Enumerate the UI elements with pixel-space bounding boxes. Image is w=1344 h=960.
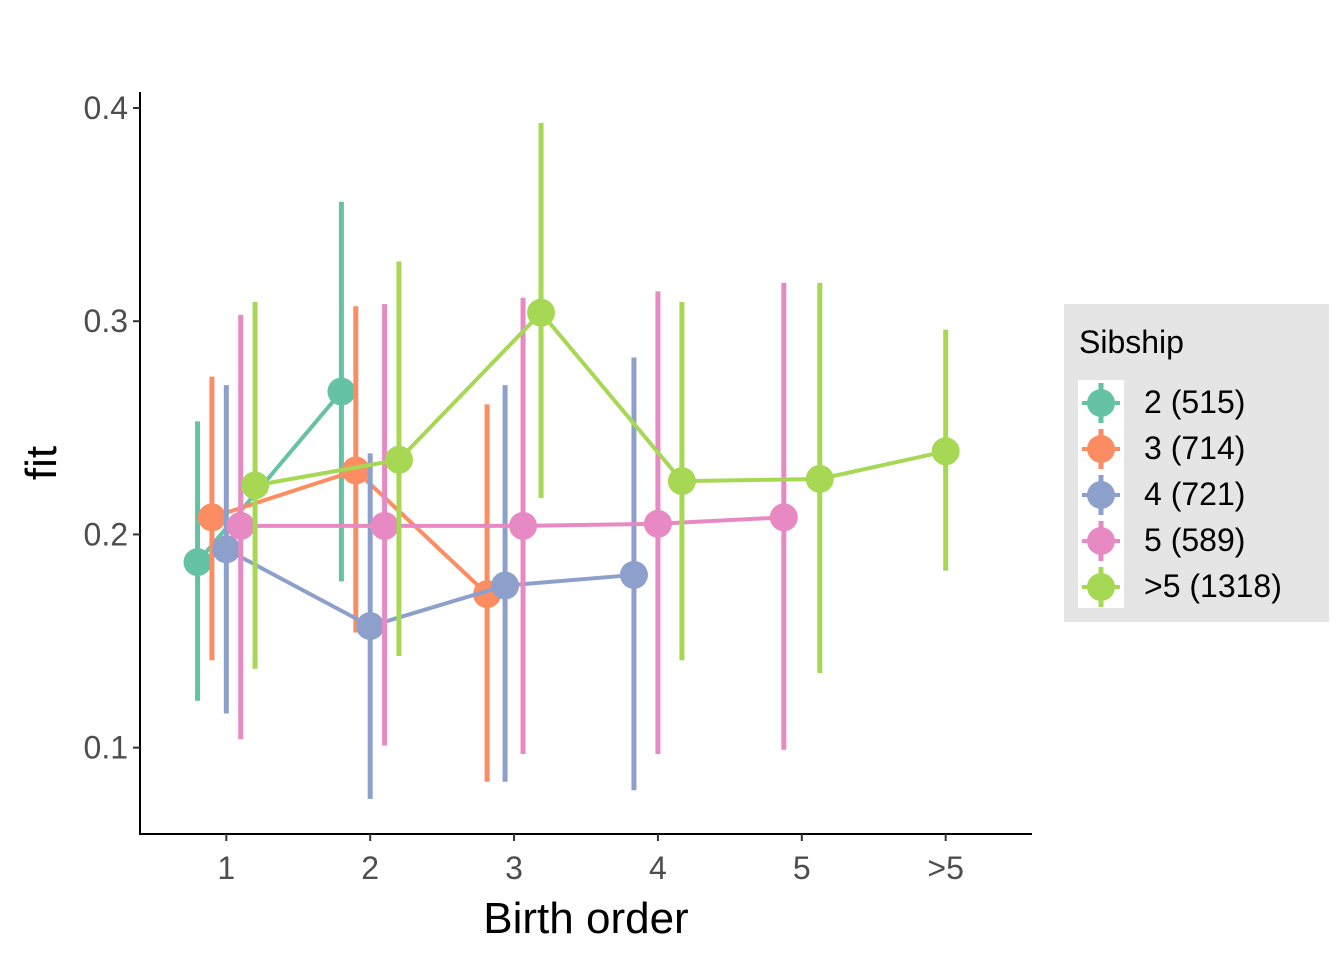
legend-key-icon — [1082, 475, 1120, 515]
data-point — [619, 560, 648, 589]
series-line — [196, 390, 343, 564]
x-tick-label: 2 — [361, 850, 379, 886]
legend-label: 2 (515) — [1144, 384, 1246, 420]
y-axis-ticks: 0.1 0.2 0.3 0.4 — [84, 90, 140, 766]
data-point — [197, 503, 226, 532]
legend-key-icon — [1082, 383, 1120, 423]
x-tick-label: >5 — [927, 850, 963, 886]
legend-label: 5 (589) — [1144, 522, 1246, 558]
legend-key-icon — [1082, 429, 1120, 469]
data-point — [183, 548, 212, 577]
legend-item: 3 (714) — [1078, 426, 1323, 472]
data-point — [805, 464, 834, 493]
data-point — [509, 511, 538, 540]
data-point — [931, 437, 960, 466]
legend-item: 2 (515) — [1078, 380, 1323, 426]
x-tick-label: 3 — [505, 850, 523, 886]
data-point — [341, 456, 370, 485]
data-point — [226, 511, 255, 540]
y-tick-label: 0.1 — [84, 730, 128, 766]
series-2 — [212, 357, 648, 799]
series-0 — [183, 201, 356, 701]
legend-title: Sibship — [1079, 324, 1184, 360]
y-tick-label: 0.4 — [84, 90, 128, 126]
series-1 — [197, 306, 502, 782]
x-tick-label: 4 — [649, 850, 667, 886]
y-axis-title: fit — [17, 446, 66, 480]
y-tick-label: 0.2 — [84, 516, 128, 552]
legend-label: 4 (721) — [1144, 476, 1246, 512]
series-3 — [226, 282, 798, 755]
series-4 — [241, 122, 960, 674]
data-point — [643, 509, 672, 538]
x-axis-title: Birth order — [483, 894, 688, 943]
data-point — [356, 612, 385, 641]
data-point — [527, 298, 556, 327]
legend-label: >5 (1318) — [1144, 568, 1282, 604]
data-point — [241, 471, 270, 500]
data-point — [212, 535, 241, 564]
legend-label: 3 (714) — [1144, 430, 1246, 466]
legend-item: 4 (721) — [1078, 472, 1323, 518]
data-point — [491, 571, 520, 600]
legend-item: 5 (589) — [1078, 518, 1323, 564]
data-point — [769, 503, 798, 532]
legend-key-icon — [1082, 521, 1120, 561]
chart-marks — [183, 122, 960, 799]
legend-key-icon — [1082, 567, 1120, 607]
data-point — [667, 467, 696, 496]
x-tick-label: 5 — [793, 850, 811, 886]
data-point — [327, 377, 356, 406]
legend-item: >5 (1318) — [1078, 564, 1323, 610]
series-line — [254, 309, 947, 488]
data-point — [370, 511, 399, 540]
data-point — [384, 445, 413, 474]
series-line — [225, 547, 635, 629]
x-tick-label: 1 — [217, 850, 235, 886]
x-axis-ticks: 1 2 3 4 5 >5 — [217, 834, 964, 886]
legend: Sibship 2 (515) 3 (714) 4 (721) 5 (589) >5 (… — [1064, 304, 1329, 622]
y-tick-label: 0.3 — [84, 303, 128, 339]
